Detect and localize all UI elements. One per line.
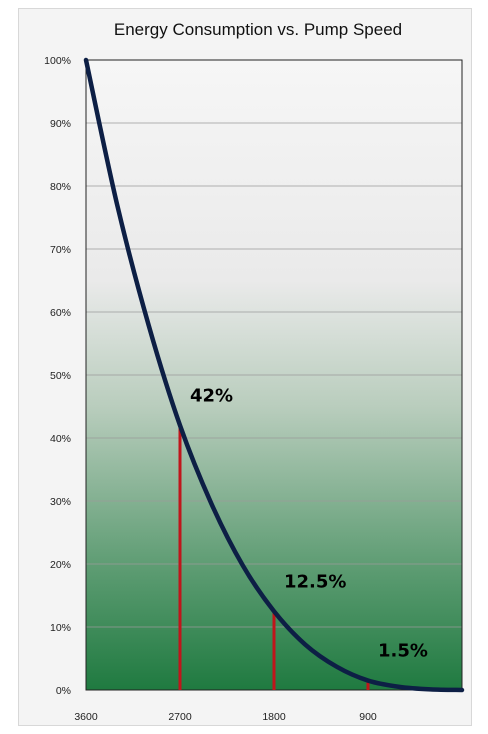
x-axis-ticks: 3600 2700 1800 900 [74,711,377,723]
y-tick-label: 20% [50,559,71,571]
y-tick-label: 70% [50,244,71,256]
grid-lines [86,122,462,628]
y-tick-label: 60% [50,307,71,319]
y-tick-label: 100% [44,55,71,67]
y-tick-label: 30% [50,496,71,508]
y-axis-ticks: 0% 10% 20% 30% 40% 50% 60% 70% 80% 90% 100% [44,55,71,697]
series-line [83,57,465,693]
x-tick-label: 900 [359,711,377,723]
y-tick-label: 10% [50,622,71,634]
annotation-label: 42% [190,385,233,406]
x-tick-label: 1800 [262,711,286,723]
annotation-label: 1.5% [378,641,428,662]
y-tick-label: 40% [50,433,71,445]
y-tick-label: 90% [50,118,71,130]
y-tick-label: 50% [50,370,71,382]
annotations: 42% 12.5% 1.5% [190,385,428,661]
x-tick-label: 2700 [168,711,192,723]
chart-title: Energy Consumption vs. Pump Speed [114,20,402,39]
y-tick-label: 80% [50,181,71,193]
annotation-label: 12.5% [284,571,346,592]
y-tick-label: 0% [56,685,71,697]
x-tick-label: 3600 [74,711,98,723]
